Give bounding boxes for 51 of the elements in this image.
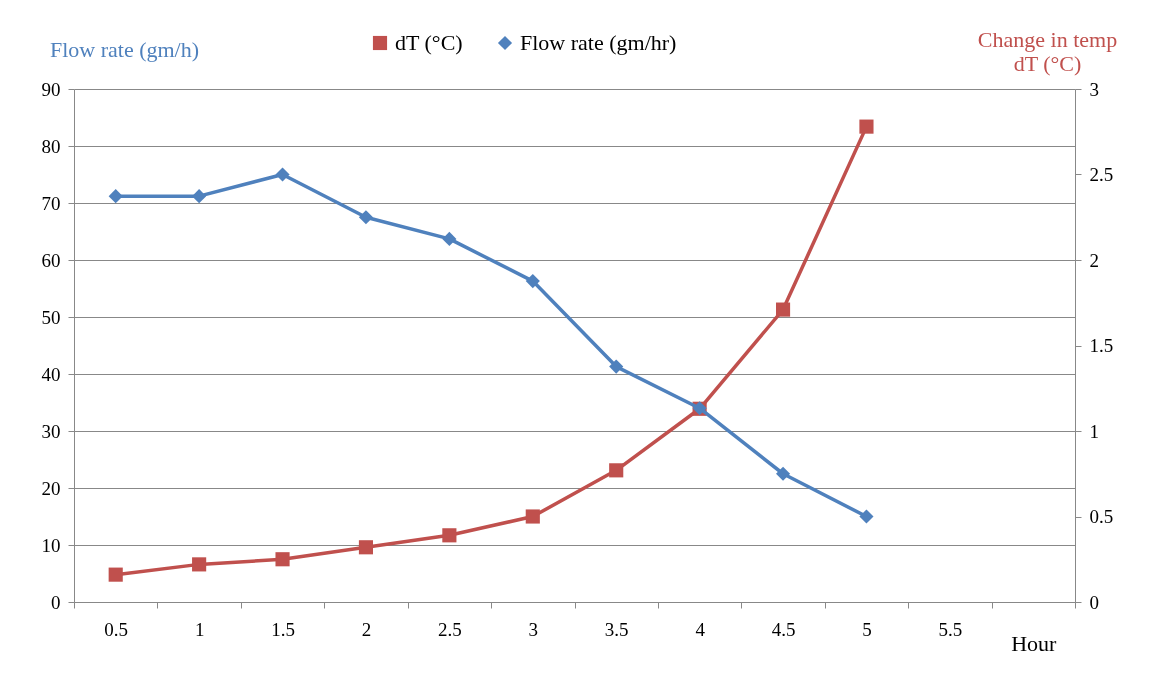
point <box>275 552 290 567</box>
point <box>609 359 624 374</box>
y-axis-title: Flow rate (gm/h) <box>49 36 200 62</box>
point <box>108 189 123 204</box>
point <box>859 119 874 134</box>
x-tick-label: 1.5 <box>271 618 295 640</box>
x-tick-label: 3.5 <box>604 618 629 640</box>
y2-tick-label: 1.5 <box>1089 335 1114 356</box>
point <box>525 274 540 289</box>
y-tick-label: 0 <box>51 591 61 613</box>
y-tick-label: 40 <box>41 363 61 385</box>
y-tick-label: 80 <box>41 135 61 157</box>
y-tick-label: 50 <box>41 306 61 328</box>
point <box>442 231 457 246</box>
x-tick-label: 0.5 <box>104 618 129 640</box>
x-tick-label: 5 <box>862 618 872 640</box>
x-tick-label: 4.5 <box>771 618 796 640</box>
point <box>192 557 207 572</box>
y2-tick-label: 3 <box>1089 78 1099 100</box>
y2-tick-label: 2.5 <box>1089 164 1114 185</box>
x-axis-title: Hour <box>1011 630 1058 656</box>
y2-tick-label: 0.5 <box>1089 506 1114 527</box>
point <box>358 210 374 225</box>
point <box>775 466 791 481</box>
x-tick-label: 1 <box>194 618 205 640</box>
y2-tick-label: 2 <box>1089 249 1099 271</box>
legend-label: Flow rate (gm/hr) <box>520 30 677 55</box>
y2-axis-title: Change in temp dT (°C) <box>977 26 1118 76</box>
point <box>442 528 457 543</box>
y-tick-label: 90 <box>41 78 61 100</box>
x-tick-label: 5.5 <box>938 618 963 640</box>
point <box>775 302 791 317</box>
y-tick-label: 70 <box>41 192 61 214</box>
point <box>108 567 123 582</box>
x-tick-label: 3 <box>528 618 539 640</box>
y-tick-label: 20 <box>41 477 61 499</box>
y2-tick-label: 0 <box>1089 591 1099 613</box>
point <box>275 167 290 182</box>
point <box>358 540 374 555</box>
point <box>525 509 540 524</box>
legend-label: dT (°C) <box>395 30 463 55</box>
y-tick-label: 60 <box>41 249 61 271</box>
y-tick-label: 30 <box>41 420 61 442</box>
y2-tick-label: 1 <box>1089 420 1099 442</box>
point <box>609 463 624 478</box>
point <box>859 509 874 524</box>
x-tick-label: 2.5 <box>438 618 462 640</box>
x-tick-label: 2 <box>361 618 372 640</box>
y-tick-label: 10 <box>41 534 61 556</box>
x-tick-label: 4 <box>695 618 706 640</box>
point <box>192 189 207 204</box>
